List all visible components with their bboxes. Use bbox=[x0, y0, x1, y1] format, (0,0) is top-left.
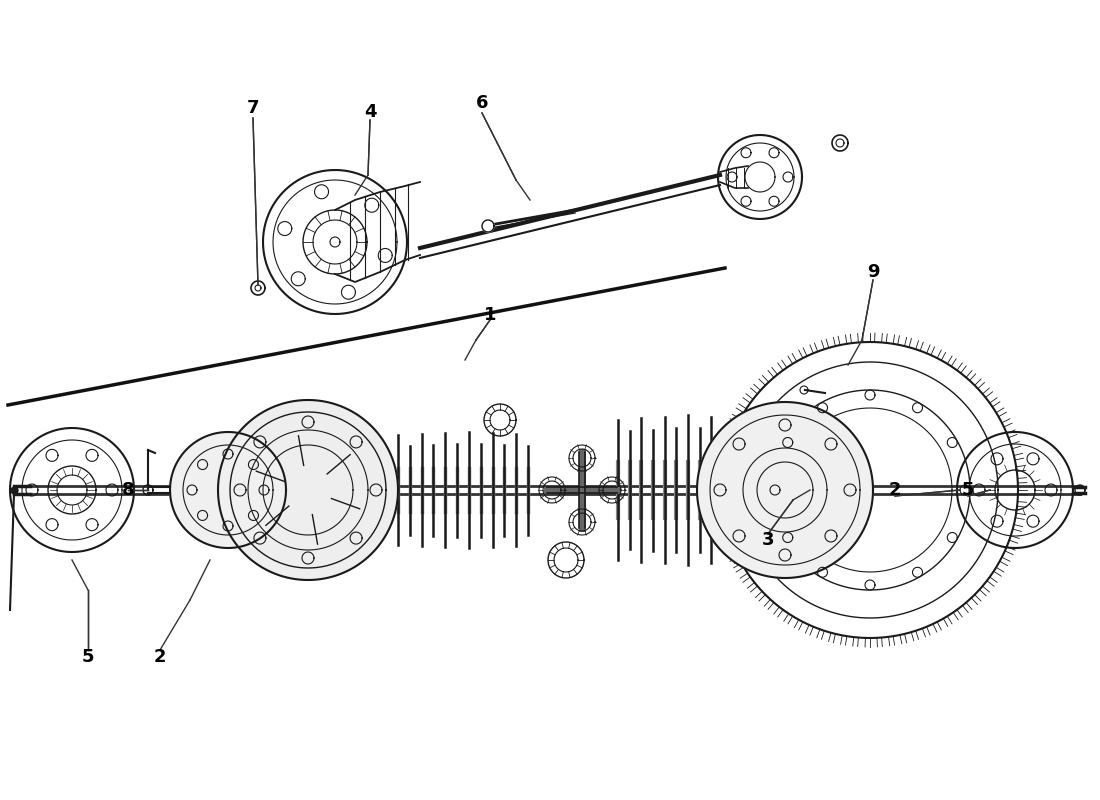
Text: 6: 6 bbox=[475, 94, 488, 112]
Text: 8: 8 bbox=[122, 481, 134, 499]
Text: 9: 9 bbox=[867, 263, 879, 281]
Text: 2: 2 bbox=[889, 481, 901, 499]
Text: 4: 4 bbox=[364, 103, 376, 121]
Polygon shape bbox=[170, 432, 286, 548]
Text: 5: 5 bbox=[81, 648, 95, 666]
Text: 7: 7 bbox=[246, 99, 260, 117]
Text: 3: 3 bbox=[761, 531, 774, 549]
Text: 1: 1 bbox=[484, 306, 496, 324]
Text: 2: 2 bbox=[154, 648, 166, 666]
Text: 5: 5 bbox=[961, 481, 975, 499]
Polygon shape bbox=[218, 400, 398, 580]
Polygon shape bbox=[697, 402, 873, 578]
Polygon shape bbox=[482, 220, 494, 232]
